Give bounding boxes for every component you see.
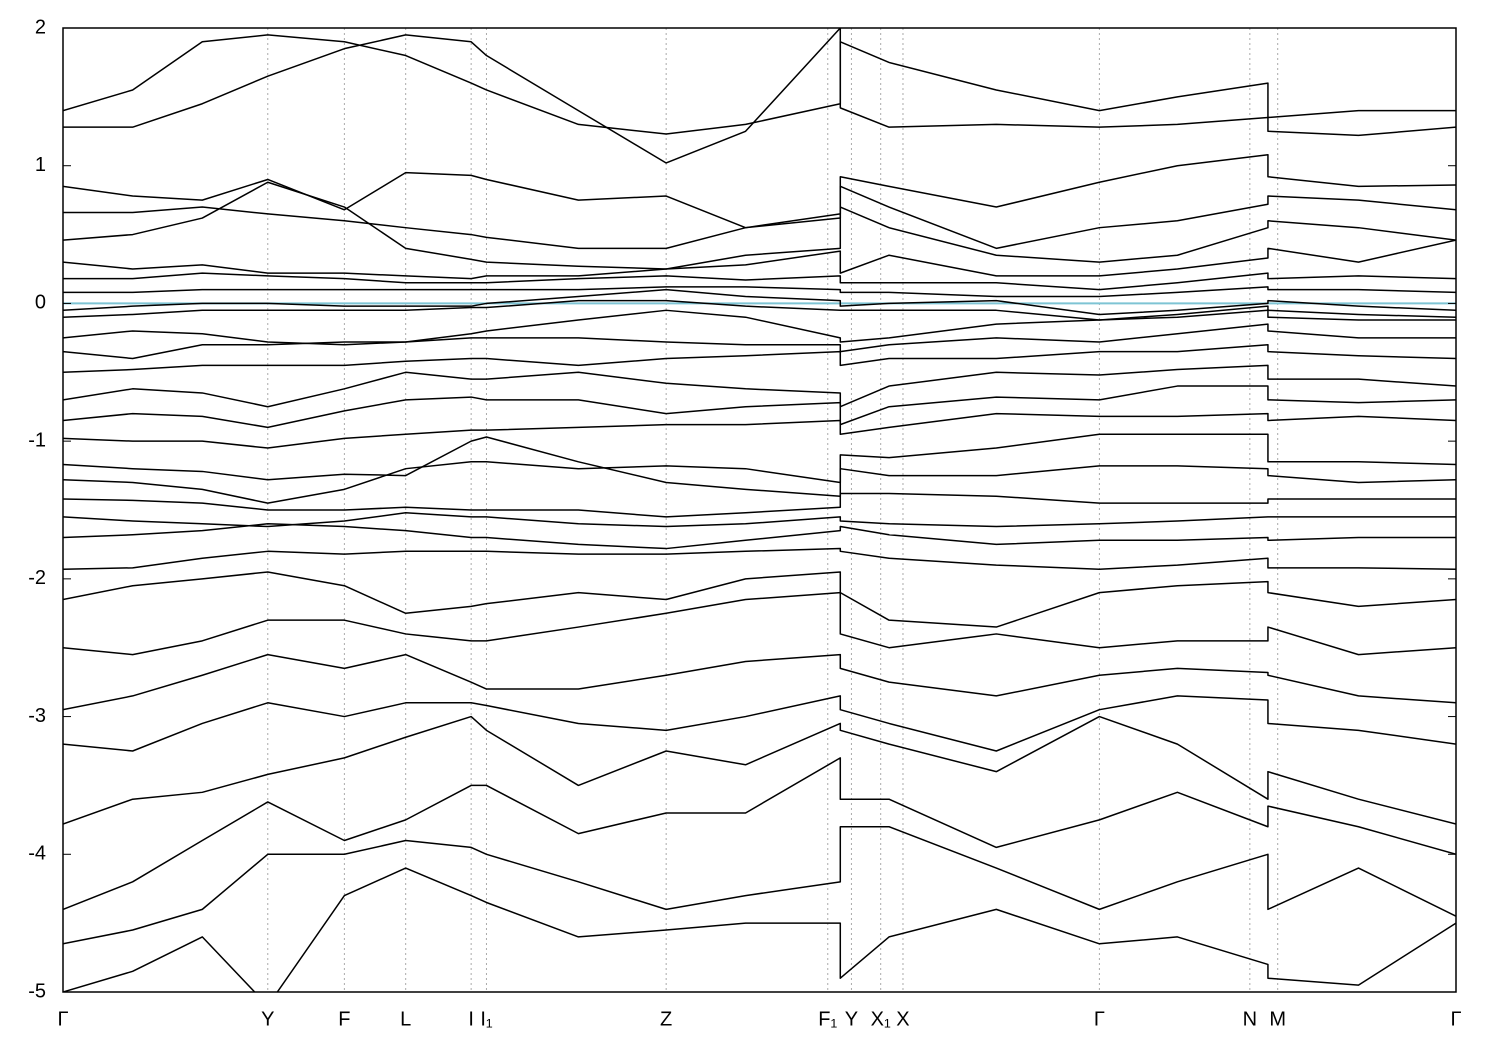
band-line xyxy=(63,364,1456,408)
x-tick-label: Z xyxy=(660,1008,672,1030)
band-line xyxy=(63,653,1456,711)
band-line xyxy=(63,239,1456,280)
band-line xyxy=(63,412,1456,449)
band-line xyxy=(63,286,1456,298)
band-line xyxy=(63,867,1456,992)
band-line xyxy=(63,492,1456,518)
plot-area xyxy=(63,28,1456,992)
x-tick-label: I xyxy=(468,1008,474,1030)
band-line xyxy=(63,523,1456,550)
x-tick-label: N xyxy=(1243,1008,1257,1030)
band-line xyxy=(63,185,1456,250)
x-tick-label: Y xyxy=(261,1008,274,1030)
band-line xyxy=(63,547,1456,570)
x-tick-label: Y xyxy=(845,1008,858,1030)
x-tick-label: X xyxy=(896,1008,909,1030)
y-tick-label: 2 xyxy=(35,16,46,38)
band-line xyxy=(63,461,1456,504)
y-tick-label: -3 xyxy=(28,705,46,727)
band-line xyxy=(63,181,1456,270)
band-line xyxy=(63,385,1456,429)
axis-labels: -5 -4 -3 -2 -1 0 1 2 Γ Y F L I I₁ Z F₁ Y X₁ X Γ N M Γ xyxy=(28,16,1461,1030)
x-tick-label: F xyxy=(338,1008,350,1030)
band-line xyxy=(63,34,1456,135)
y-tick-label: -1 xyxy=(28,429,46,451)
band-line xyxy=(63,28,1456,164)
band-line xyxy=(63,512,1456,528)
y-tick-label: -5 xyxy=(28,980,46,1002)
band-line xyxy=(63,571,1456,628)
x-tick-label: X₁ xyxy=(871,1008,891,1030)
x-tick-label: Γ xyxy=(1094,1008,1105,1030)
y-tick-label: -2 xyxy=(28,567,46,589)
band-line xyxy=(63,272,1456,291)
x-tick-label: L xyxy=(400,1008,411,1030)
plot-frame xyxy=(62,27,1457,993)
x-tick-label: Γ xyxy=(1450,1008,1461,1030)
band-line xyxy=(63,757,1456,911)
band-line xyxy=(63,299,1456,321)
x-tick-label: M xyxy=(1269,1008,1286,1030)
y-tick-label: 0 xyxy=(35,292,46,314)
x-tick-label: I₁ xyxy=(480,1008,493,1030)
band-line xyxy=(63,288,1456,316)
band-line xyxy=(63,343,1456,374)
y-tick-label: -4 xyxy=(28,843,46,865)
x-tick-label: F₁ xyxy=(818,1008,837,1030)
band-line xyxy=(63,695,1456,752)
band-line xyxy=(63,825,1456,945)
y-tick-label: 1 xyxy=(35,154,46,176)
band-line xyxy=(63,305,1456,346)
band-line xyxy=(63,153,1456,229)
band-line xyxy=(63,323,1456,360)
band-line xyxy=(63,591,1456,656)
x-tick-label: Γ xyxy=(57,1008,68,1030)
band-line xyxy=(63,715,1456,825)
band-line xyxy=(63,433,1456,497)
